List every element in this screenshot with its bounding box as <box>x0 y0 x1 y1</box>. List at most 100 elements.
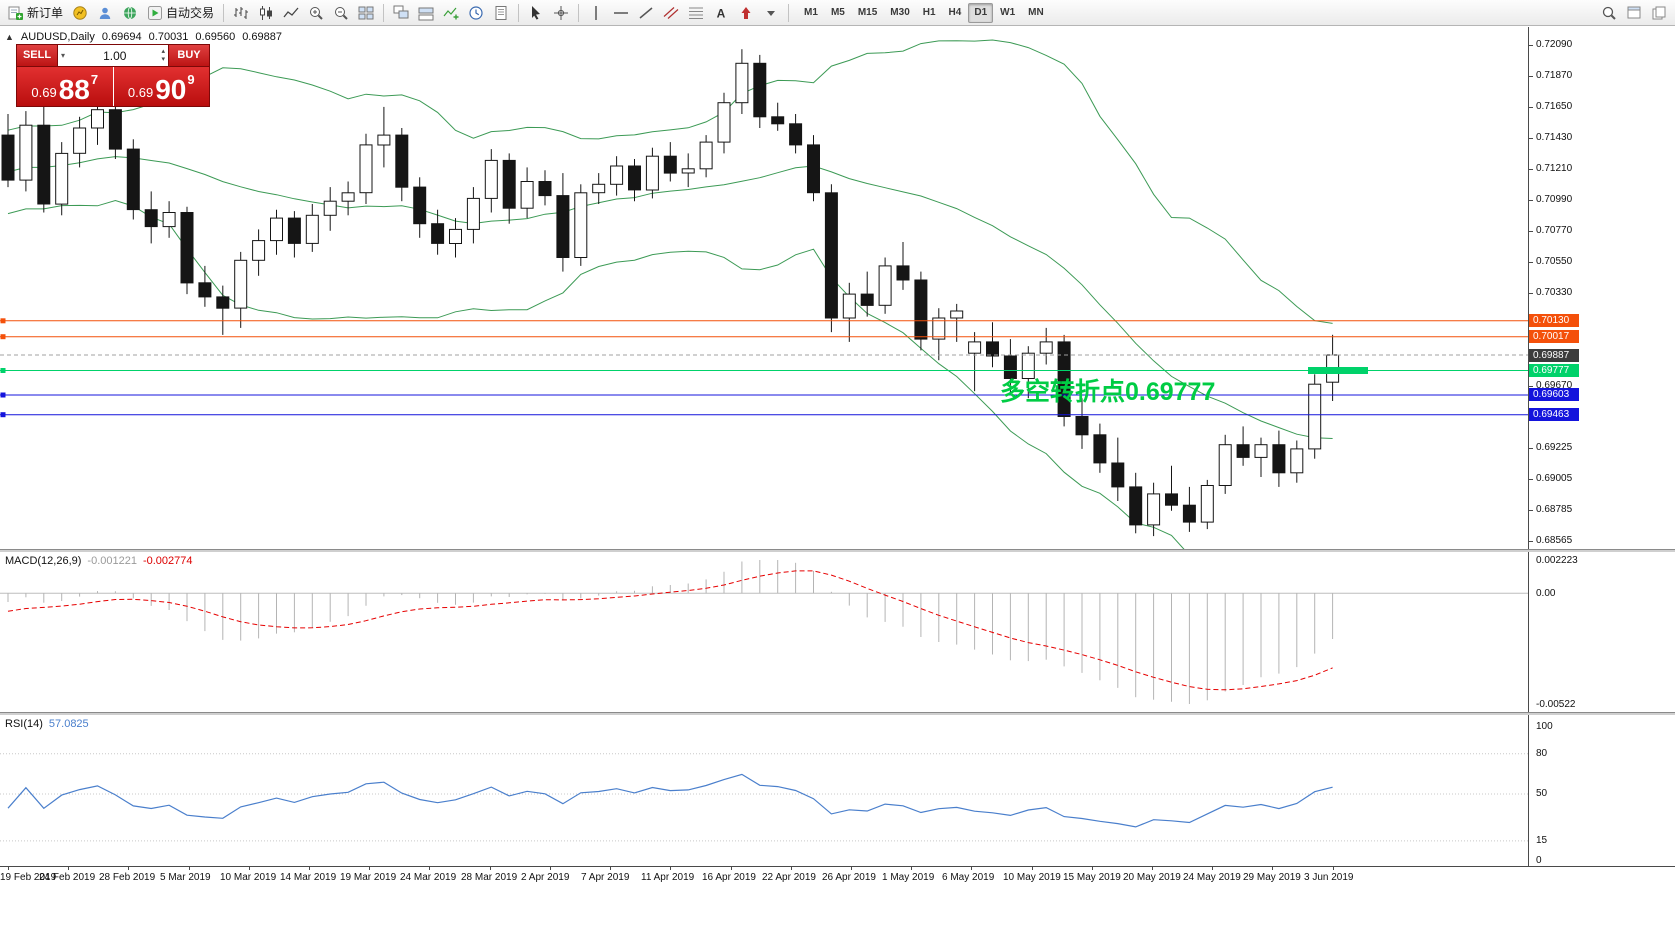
pane-splitter[interactable] <box>0 712 1675 715</box>
zoom-out-icon <box>335 6 348 20</box>
cursor-button[interactable] <box>524 2 548 24</box>
toolbar-separator <box>578 3 580 22</box>
zoom-in-icon <box>310 6 323 20</box>
zoom-out-button[interactable] <box>329 2 353 24</box>
current-price-tag: 0.69887 <box>1529 349 1579 362</box>
text-button[interactable]: A <box>709 2 733 24</box>
trendline-button[interactable] <box>634 2 658 24</box>
macd-main-value: -0.001221 <box>87 555 137 567</box>
pane-splitter[interactable] <box>0 549 1675 552</box>
pages-button[interactable] <box>1647 2 1671 24</box>
equidistant-channel-button[interactable] <box>659 2 683 24</box>
volume-dropdown-icon[interactable]: ▾ <box>61 51 66 60</box>
price-tick-label: 0.70330 <box>1536 287 1573 298</box>
new-window-button[interactable] <box>1622 2 1646 24</box>
time-tick-label: 10 Mar 2019 <box>220 872 277 883</box>
volume-input[interactable]: ▾ 1.00 ▴ ▾ <box>57 45 169 66</box>
community-icon <box>124 6 137 19</box>
price-tick-mark <box>1529 479 1533 480</box>
profile-button[interactable] <box>93 2 117 24</box>
buy-button[interactable]: 0.69 90 9 <box>112 67 209 106</box>
periods-icon <box>469 5 483 20</box>
indicators-button[interactable] <box>439 2 463 24</box>
timeframe-d1[interactable]: D1 <box>968 2 994 23</box>
time-tick-mark <box>610 867 611 870</box>
cascade-windows-icon <box>418 7 434 20</box>
tile-windows-button[interactable] <box>354 2 378 24</box>
price-tick-label: 0.70770 <box>1536 225 1573 236</box>
search-icon <box>1602 6 1616 20</box>
time-tick-label: 20 May 2019 <box>1123 872 1181 883</box>
time-tick-label: 28 Mar 2019 <box>461 872 518 883</box>
price-scale[interactable]: 0.72090 0.71870 0.71650 0.71430 0.71210 0.709… <box>1528 27 1675 866</box>
price-tick-label: 0.68785 <box>1536 504 1573 515</box>
time-tick-mark <box>1032 867 1033 870</box>
arrow-marker-button[interactable] <box>734 2 758 24</box>
time-tick-mark <box>429 867 430 870</box>
timeframe-mn[interactable]: MN <box>1028 6 1044 18</box>
price-line-tag: 0.69603 <box>1529 388 1579 401</box>
price-line-tag: 0.69463 <box>1529 408 1579 421</box>
volume-down-icon[interactable]: ▾ <box>161 55 165 63</box>
timeframe-m30[interactable]: M30 <box>890 6 910 18</box>
macd-label: MACD(12,26,9) -0.001221 -0.002774 <box>5 555 193 567</box>
fibonacci-button[interactable] <box>684 2 708 24</box>
community-button[interactable] <box>118 2 142 24</box>
timeframe-w1[interactable]: W1 <box>1000 6 1016 18</box>
crosshair-button[interactable] <box>549 2 573 24</box>
timeframe-m1[interactable]: M1 <box>804 6 818 18</box>
line-chart-icon <box>283 7 299 17</box>
candlestick-chart-button[interactable] <box>254 2 278 24</box>
new-window-icon <box>1627 6 1641 18</box>
price-tick-label: 0.69670 <box>1536 380 1573 391</box>
new-chart-button[interactable] <box>68 2 92 24</box>
templates-icon <box>495 5 507 20</box>
time-tick-mark <box>128 867 129 870</box>
sell-price-pip: 7 <box>90 72 99 87</box>
buy-price-prefix: 0.69 <box>127 85 154 100</box>
sell-button[interactable]: 0.69 88 7 <box>17 67 113 106</box>
volume-up-icon[interactable]: ▴ <box>161 47 165 55</box>
line-chart-button[interactable] <box>279 2 303 24</box>
toolbar-separator <box>518 3 520 22</box>
auto-trading-button[interactable]: 自动交易 <box>143 1 218 24</box>
volume-value[interactable]: 1.00 <box>103 48 127 63</box>
arrow-marker-icon <box>741 6 751 19</box>
vertical-line-button[interactable] <box>584 2 608 24</box>
horizontal-line-button[interactable] <box>609 2 633 24</box>
time-tick-mark <box>189 867 190 870</box>
time-tick-label: 5 Mar 2019 <box>160 872 211 883</box>
pivot-annotation[interactable]: 多空转折点0.69777 <box>1000 378 1216 406</box>
price-line-tag: 0.70130 <box>1529 314 1579 327</box>
macd-indicator-canvas[interactable] <box>0 552 1528 712</box>
shapes-dropdown[interactable] <box>759 2 783 24</box>
timeframe-m15[interactable]: M15 <box>857 6 878 18</box>
timeframe-h4[interactable]: H4 <box>948 6 962 18</box>
arrange-windows-button[interactable] <box>389 2 413 24</box>
templates-button[interactable] <box>489 2 513 24</box>
timeframe-m5[interactable]: M5 <box>830 6 845 18</box>
periods-button[interactable] <box>464 2 488 24</box>
macd-scale-max: 0.002223 <box>1536 555 1578 566</box>
one-click-toggle-icon[interactable]: ▲ <box>5 32 14 42</box>
time-tick-label: 14 Mar 2019 <box>280 872 337 883</box>
time-tick-mark <box>249 867 250 870</box>
bar-chart-button[interactable] <box>229 2 253 24</box>
volume-stepper[interactable]: ▴ ▾ <box>161 48 168 64</box>
rsi-indicator-canvas[interactable] <box>0 715 1528 866</box>
search-button[interactable] <box>1597 2 1621 24</box>
time-tick-label: 22 Apr 2019 <box>762 872 816 883</box>
cascade-windows-button[interactable] <box>414 2 438 24</box>
new-order-button[interactable]: 新订单 <box>4 1 67 24</box>
sell-price-big: 88 <box>58 74 90 105</box>
macd-scale-zero: 0.00 <box>1536 588 1556 599</box>
zoom-in-button[interactable] <box>304 2 328 24</box>
one-click-trading-panel: SELL ▾ 1.00 ▴ ▾ BUY 0.69 88 7 0.69 90 9 <box>16 44 210 107</box>
timeframe-h1[interactable]: H1 <box>922 6 936 18</box>
rsi-scale-label: 0 <box>1536 855 1542 866</box>
buy-caption: BUY <box>169 45 209 66</box>
time-scale[interactable]: 19 Feb 2019 24 Feb 2019 28 Feb 2019 5 Mar 2… <box>0 866 1675 889</box>
macd-scale-min: -0.00522 <box>1536 699 1576 710</box>
candlestick-chart-icon <box>260 5 273 20</box>
main-chart-canvas[interactable] <box>0 27 1528 549</box>
